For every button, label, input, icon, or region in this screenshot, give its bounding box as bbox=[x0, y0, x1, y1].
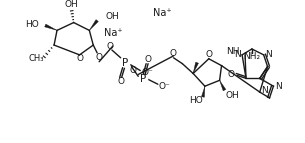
Polygon shape bbox=[45, 24, 57, 30]
Text: N: N bbox=[275, 82, 282, 91]
Text: O: O bbox=[169, 49, 176, 58]
Text: O⁻: O⁻ bbox=[141, 68, 153, 77]
Polygon shape bbox=[220, 80, 226, 91]
Text: Na⁺: Na⁺ bbox=[153, 8, 172, 18]
Polygon shape bbox=[193, 62, 199, 74]
Text: O: O bbox=[130, 66, 137, 75]
Text: O: O bbox=[96, 53, 102, 62]
Text: O: O bbox=[117, 77, 124, 86]
Text: OH: OH bbox=[106, 12, 120, 21]
Text: P: P bbox=[122, 58, 129, 68]
Text: N: N bbox=[261, 86, 267, 95]
Text: OH: OH bbox=[225, 91, 239, 100]
Polygon shape bbox=[89, 20, 98, 30]
Text: N: N bbox=[266, 50, 272, 59]
Text: NH₂: NH₂ bbox=[243, 52, 260, 61]
Text: O: O bbox=[76, 54, 83, 63]
Text: O: O bbox=[145, 55, 152, 64]
Text: P: P bbox=[140, 74, 146, 84]
Text: O: O bbox=[205, 50, 212, 59]
Text: CH₃: CH₃ bbox=[29, 54, 44, 63]
Text: O⁻: O⁻ bbox=[159, 82, 170, 91]
Text: O: O bbox=[106, 42, 113, 50]
Text: Na⁺: Na⁺ bbox=[103, 28, 122, 38]
Text: NH: NH bbox=[227, 47, 240, 56]
Circle shape bbox=[139, 75, 148, 84]
Text: O: O bbox=[228, 70, 235, 79]
Text: HO: HO bbox=[189, 96, 203, 105]
Text: HO: HO bbox=[25, 20, 38, 29]
Text: N: N bbox=[234, 50, 241, 59]
Polygon shape bbox=[202, 86, 205, 97]
Circle shape bbox=[121, 58, 130, 67]
Text: OH: OH bbox=[65, 0, 79, 9]
